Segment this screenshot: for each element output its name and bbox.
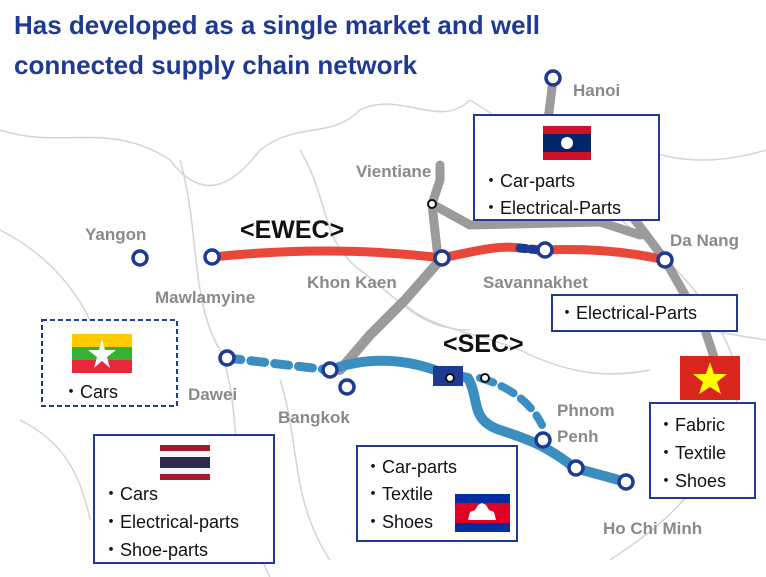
laos-box: ・Car-parts ・Electrical-Parts [473, 114, 660, 221]
box-item: ・Car-parts [482, 171, 575, 191]
city-label: Da Nang [670, 231, 739, 250]
vietnam-box: ・Fabric ・Textile ・Shoes [649, 356, 756, 499]
cambodia-box: ・Car-parts ・Textile ・Shoes [356, 445, 518, 542]
box-item: ・Shoes [657, 471, 726, 491]
city-label: Dawei [188, 385, 237, 404]
place-labels: Hanoi Vientiane Yangon Mawlamyine Khon K… [85, 81, 739, 538]
box-item: ・Electrical-Parts [482, 198, 621, 218]
box-item: ・Cars [102, 484, 158, 504]
title-line: connected supply chain network [14, 50, 418, 80]
city-label: Bangkok [278, 408, 350, 427]
city-label: Penh [557, 427, 599, 446]
thailand-box: ・Cars ・Electrical-parts ・Shoe-parts [93, 434, 275, 564]
myanmar-box: ・Cars [41, 319, 178, 407]
city-label: Ho Chi Minh [603, 519, 702, 538]
city-label: Khon Kaen [307, 273, 397, 292]
box-item: ・Textile [364, 484, 433, 504]
box-item: ・Cars [62, 382, 118, 402]
da-nang-box: ・Electrical-Parts [551, 294, 738, 332]
city-label: Hanoi [573, 81, 620, 100]
box-item: ・Car-parts [364, 457, 457, 477]
city-label: Phnom [557, 401, 615, 420]
box-item: ・Electrical-parts [102, 512, 239, 532]
box-item: ・Textile [657, 443, 726, 463]
city-label: Mawlamyine [155, 288, 255, 307]
city-label: Vientiane [356, 162, 431, 181]
corridor-label: <EWEC> [240, 216, 344, 244]
box-item: ・Shoes [364, 512, 433, 532]
box-item: ・Fabric [657, 415, 725, 435]
nodes [131, 69, 674, 491]
title-line: Has developed as a single market and wel… [14, 10, 540, 40]
box-item: ・Electrical-Parts [558, 303, 697, 323]
city-label: Savannakhet [483, 273, 588, 292]
corridor-label: <SEC> [443, 330, 524, 358]
box-item: ・Shoe-parts [102, 540, 208, 560]
city-label: Yangon [85, 225, 146, 244]
